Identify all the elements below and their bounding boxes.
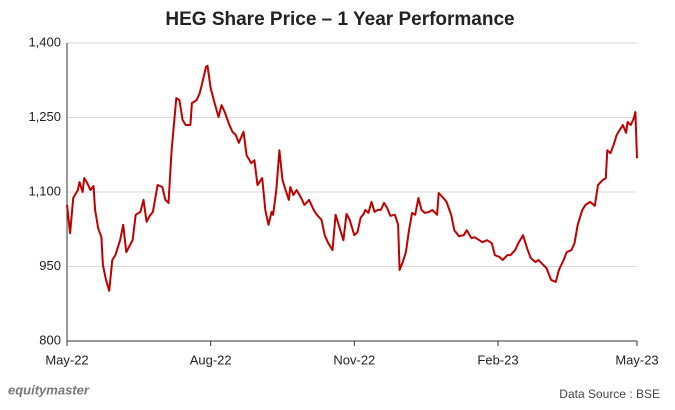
y-tick-label: 800: [39, 332, 61, 347]
y-tick-label: 1,400: [28, 34, 61, 49]
price-line: [66, 64, 638, 292]
x-tick-label: May-23: [615, 352, 658, 367]
y-tick-label: 1,250: [28, 109, 61, 124]
x-tick-label: May-22: [45, 352, 88, 367]
y-tick-label: 1,100: [28, 183, 61, 198]
y-tick-label: 950: [39, 258, 61, 273]
chart-title: HEG Share Price – 1 Year Performance: [165, 9, 514, 30]
source-note: Data Source : BSE: [559, 387, 660, 401]
x-tick-label: Aug-22: [190, 352, 232, 367]
x-tick-label: Feb-23: [477, 352, 518, 367]
x-tick-label: Nov-22: [333, 352, 375, 367]
logo: equitymaster: [8, 382, 90, 397]
